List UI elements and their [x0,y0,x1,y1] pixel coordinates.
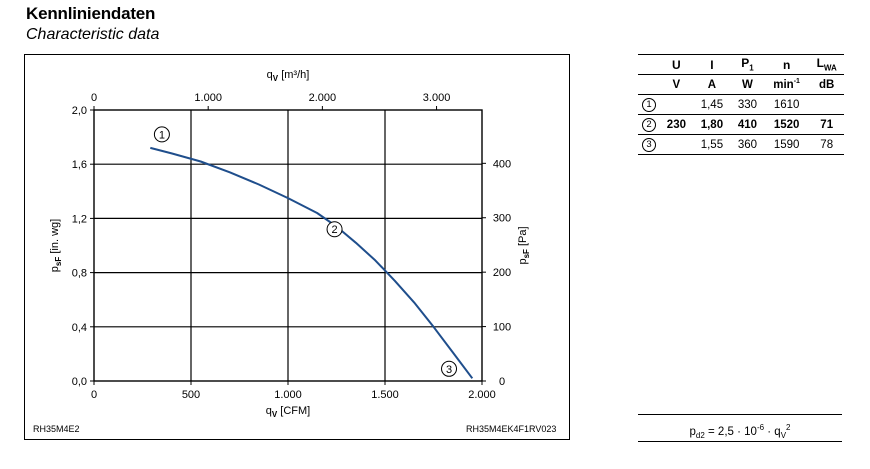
table-row: 1 1,45 330 1610 [638,94,844,115]
page-title: Kennliniendaten [26,4,156,23]
table-unit-cell: A [692,74,732,95]
table-header-cell: n [763,54,810,75]
table-cell: 360 [731,134,764,155]
table-cell: 1520 [763,114,810,135]
y-left-tick-label: 1,2 [72,213,87,225]
x-bottom-tick-label: 0 [91,389,97,401]
x-top-axis-title: qV [m³/h] [267,69,310,83]
table-unit-cell [638,74,660,95]
table-row-id: 1 [638,94,660,115]
table-cell: 1610 [763,94,810,115]
operating-point-label: 2 [331,224,337,236]
point-marker-icon: 3 [642,137,656,152]
table-cell [660,134,693,155]
operating-point-marker [153,126,170,143]
operating-point-label: 1 [159,129,165,141]
x-top-tick-label: 0 [91,92,97,104]
operating-point-marker [326,221,343,238]
table-cell: 1,80 [692,114,732,135]
table-unit-cell: min-1 [763,74,810,95]
x-top-tick-label: 1.000 [194,92,222,104]
operating-point-label: 3 [446,364,452,376]
chart-frame [24,54,570,440]
x-bottom-axis-title: qV [CFM] [266,405,310,419]
y-right-tick-label: 300 [493,213,511,225]
y-right-axis-title: psF [Pa] [517,226,531,264]
x-top-tick-label: 3.000 [423,92,451,104]
x-bottom-tick-label: 1.500 [371,389,399,401]
page-subtitle: Characteristic data [26,26,160,43]
y-right-tick-label: 0 [499,376,505,388]
y-left-axis-title: psF [in. wg] [49,219,63,272]
table-row-id: 3 [638,134,660,155]
table-cell: 1,55 [692,134,732,155]
x-bottom-tick-label: 500 [182,389,200,401]
table-cell: 1,45 [692,94,732,115]
table-cell: 330 [731,94,764,115]
table-cell: 230 [660,114,693,135]
table-header-cell: P1 [731,54,764,75]
x-bottom-tick-label: 2.000 [468,389,496,401]
table-row-id: 2 [638,114,660,135]
table-cell: 410 [731,114,764,135]
table-unit-cell: W [731,74,764,95]
dynamic-pressure-formula: pd2 = 2,5 · 10-6 · qV2 [638,414,842,442]
y-left-tick-label: 0,0 [72,376,87,388]
table-header-units: V A W min-1 dB [638,74,844,95]
table-unit-cell: V [660,74,693,95]
y-right-tick-label: 200 [493,267,511,279]
table-header-cell: U [660,54,693,75]
table-cell: 1590 [763,134,810,155]
y-right-tick-label: 100 [493,322,511,334]
table-header-cell: LWA [809,54,844,75]
point-marker-icon: 1 [642,97,656,112]
y-left-tick-label: 2,0 [72,105,87,117]
y-right-tick-label: 400 [493,158,511,170]
y-left-tick-label: 0,4 [72,322,87,334]
table-header-cell: I [692,54,732,75]
operating-point-marker [441,360,458,377]
table-header-cell [638,54,660,75]
table-cell [809,94,844,115]
table-header-symbols: U I P1 n LWA [638,54,844,75]
chart-code-right: RH35M4EK4F1RV023 [466,424,557,434]
operating-points-table: U I P1 n LWA V A W min-1 dB 1 1,45 330 1… [638,54,844,155]
table-cell: 78 [809,134,844,155]
x-bottom-tick-label: 1.000 [274,389,302,401]
table-row: 3 1,55 360 1590 78 [638,134,844,155]
fan-curve-line [150,146,474,379]
table-cell: 71 [809,114,844,135]
table-unit-cell: dB [809,74,844,95]
y-left-tick-label: 1,6 [72,159,87,171]
table-cell [660,94,693,115]
table-row: 2 230 1,80 410 1520 71 [638,114,844,135]
chart-code-left: RH35M4E2 [33,424,80,434]
y-left-tick-label: 0,8 [72,268,87,280]
point-marker-icon: 2 [642,117,656,132]
x-top-tick-label: 2.000 [309,92,337,104]
